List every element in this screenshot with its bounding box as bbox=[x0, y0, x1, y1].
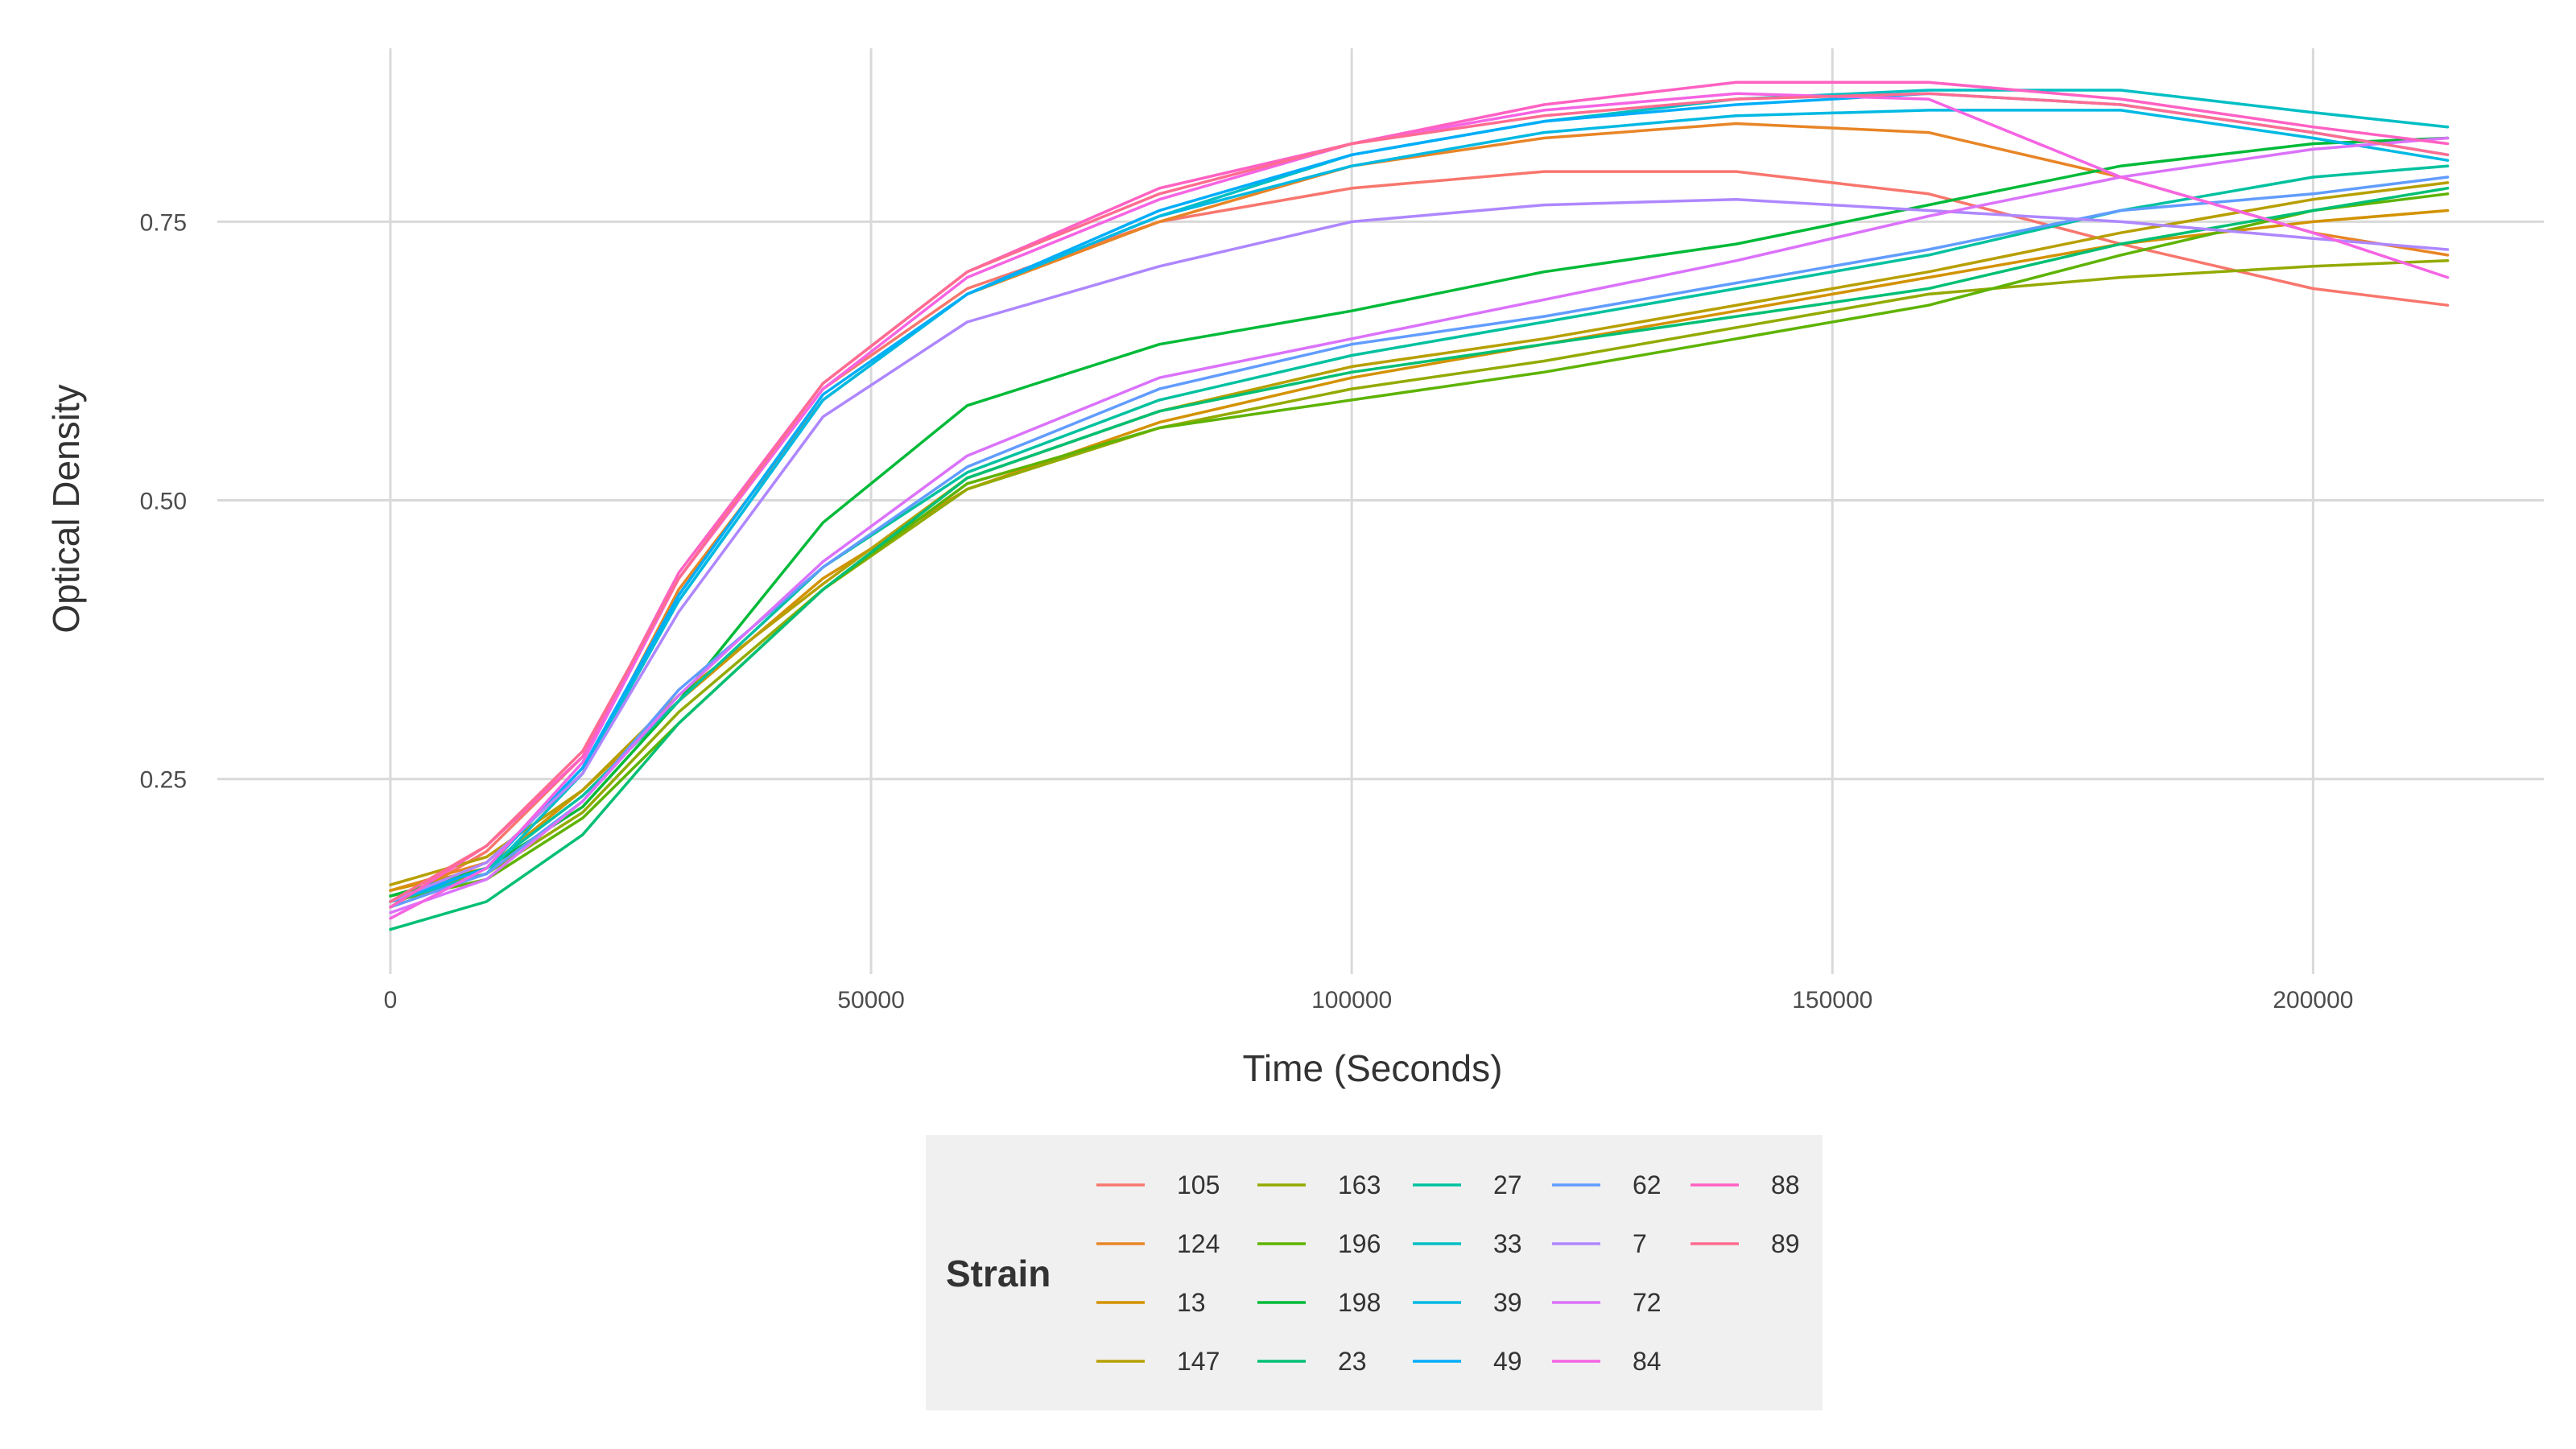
x-tick-labels: 0 50000 100000 150000 200000 bbox=[384, 987, 2354, 1013]
series-line-105 bbox=[389, 170, 2450, 909]
legend-label-72: 72 bbox=[1633, 1288, 1662, 1317]
legend-item-7: 7 bbox=[1552, 1229, 1647, 1258]
y-tick-labels: 0.25 0.50 0.75 bbox=[140, 209, 187, 793]
legend-label-33: 33 bbox=[1493, 1229, 1522, 1258]
legend-title: Strain bbox=[946, 1253, 1051, 1294]
series-line-88 bbox=[389, 80, 2450, 909]
legend-label-163: 163 bbox=[1338, 1170, 1381, 1199]
series-line-124 bbox=[389, 122, 2450, 892]
legend-label-7: 7 bbox=[1633, 1229, 1647, 1258]
legend-label-198: 198 bbox=[1338, 1288, 1381, 1317]
legend-label-196: 196 bbox=[1338, 1229, 1381, 1258]
x-axis-title: Time (Seconds) bbox=[1243, 1047, 1503, 1089]
y-tick-label: 0.50 bbox=[140, 489, 187, 515]
series-line-198 bbox=[389, 136, 2450, 898]
series-line-7 bbox=[389, 197, 2450, 903]
legend-label-88: 88 bbox=[1771, 1170, 1800, 1199]
x-tick-label: 50000 bbox=[837, 987, 904, 1013]
legend-label-23: 23 bbox=[1338, 1347, 1367, 1376]
legend-item-163: 163 bbox=[1257, 1170, 1381, 1199]
legend-item-23: 23 bbox=[1257, 1347, 1367, 1376]
x-tick-label: 0 bbox=[384, 987, 398, 1013]
legend-item-49: 49 bbox=[1413, 1347, 1522, 1376]
series-line-84 bbox=[389, 92, 2450, 920]
legend-items: 105 124 13 147 163 196 198 23 27 33 39 49 62 7 72 84 88 8… bbox=[1096, 1170, 1800, 1376]
legend-item-27: 27 bbox=[1413, 1170, 1522, 1199]
legend-item-39: 39 bbox=[1413, 1288, 1522, 1317]
legend-label-124: 124 bbox=[1177, 1229, 1220, 1258]
legend-item-88: 88 bbox=[1690, 1170, 1800, 1199]
legend-item-124: 124 bbox=[1096, 1229, 1220, 1258]
legend-item-13: 13 bbox=[1096, 1288, 1206, 1317]
series-line-62 bbox=[389, 175, 2450, 909]
legend-label-27: 27 bbox=[1493, 1170, 1522, 1199]
legend-item-84: 84 bbox=[1552, 1347, 1662, 1376]
legend-label-105: 105 bbox=[1177, 1170, 1220, 1199]
series-line-196 bbox=[389, 192, 2450, 903]
grid-lines bbox=[217, 48, 2544, 974]
legend-label-62: 62 bbox=[1633, 1170, 1662, 1199]
legend-label-49: 49 bbox=[1493, 1347, 1522, 1376]
legend-label-84: 84 bbox=[1633, 1347, 1662, 1376]
legend: Strain 105 124 13 147 163 196 198 23 27 33 39 49 62 7… bbox=[926, 1135, 1823, 1410]
legend-item-72: 72 bbox=[1552, 1288, 1662, 1317]
series-line-72 bbox=[389, 136, 2450, 914]
series-line-163 bbox=[389, 259, 2450, 898]
series-lines bbox=[389, 80, 2450, 931]
legend-item-62: 62 bbox=[1552, 1170, 1662, 1199]
x-tick-label: 150000 bbox=[1792, 987, 1872, 1013]
legend-item-147: 147 bbox=[1096, 1347, 1220, 1376]
legend-item-196: 196 bbox=[1257, 1229, 1381, 1258]
legend-item-89: 89 bbox=[1690, 1229, 1800, 1258]
legend-background bbox=[926, 1135, 1823, 1410]
legend-item-105: 105 bbox=[1096, 1170, 1220, 1199]
series-line-89 bbox=[389, 92, 2450, 903]
legend-item-198: 198 bbox=[1257, 1288, 1381, 1317]
legend-label-13: 13 bbox=[1177, 1288, 1206, 1317]
y-tick-label: 0.25 bbox=[140, 767, 187, 794]
y-tick-label: 0.75 bbox=[140, 209, 187, 236]
y-axis-title: Optical Density bbox=[45, 384, 87, 633]
legend-label-89: 89 bbox=[1771, 1229, 1800, 1258]
legend-label-39: 39 bbox=[1493, 1288, 1522, 1317]
legend-label-147: 147 bbox=[1177, 1347, 1220, 1376]
x-tick-label: 100000 bbox=[1311, 987, 1392, 1013]
series-line-23 bbox=[389, 187, 2450, 931]
series-line-147 bbox=[389, 181, 2450, 886]
legend-item-33: 33 bbox=[1413, 1229, 1522, 1258]
x-tick-label: 200000 bbox=[2273, 987, 2353, 1013]
